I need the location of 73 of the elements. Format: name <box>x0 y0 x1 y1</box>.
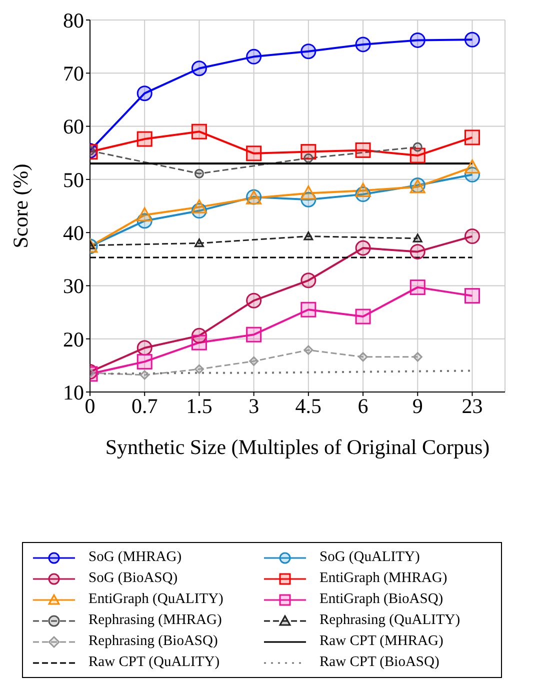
point <box>140 370 150 380</box>
point <box>300 302 316 318</box>
point <box>412 352 422 362</box>
point <box>300 185 316 200</box>
legend-label: SoG (MHRAG) <box>88 549 182 566</box>
point <box>136 354 152 370</box>
point <box>412 142 422 152</box>
point <box>194 364 204 374</box>
point <box>410 244 426 260</box>
y-tick-label: 20 <box>63 327 84 352</box>
point <box>136 86 152 102</box>
point <box>412 234 422 242</box>
y-tick-label: 10 <box>63 380 84 404</box>
legend-label: EntiGraph (BioASQ) <box>320 591 444 608</box>
point <box>246 48 262 64</box>
point <box>410 148 426 164</box>
point <box>410 280 426 296</box>
x-tick-label: 3 <box>248 394 260 418</box>
y-tick-label: 70 <box>63 62 84 86</box>
x-tick-label: 6 <box>358 394 368 418</box>
point <box>464 32 480 48</box>
point <box>464 159 480 174</box>
point <box>246 326 262 342</box>
point <box>194 168 204 178</box>
point <box>300 272 316 288</box>
point <box>249 356 259 366</box>
legend-label: EntiGraph (MHRAG) <box>320 570 448 587</box>
point <box>300 44 316 60</box>
point <box>191 60 207 76</box>
point <box>191 334 207 350</box>
point <box>358 352 368 362</box>
legend-label: EntiGraph (QuALITY) <box>88 591 224 608</box>
point <box>410 32 426 48</box>
y-tick-label: 60 <box>63 114 84 139</box>
point <box>464 228 480 244</box>
legend-label: Raw CPT (QuALITY) <box>88 654 220 671</box>
point <box>136 207 152 222</box>
legend-label: Raw CPT (MHRAG) <box>320 633 444 650</box>
x-tick-label: 1.5 <box>186 394 212 418</box>
point <box>246 146 262 162</box>
y-tick-label: 40 <box>63 221 84 246</box>
y-tick-label: 50 <box>63 168 84 192</box>
point <box>194 238 204 248</box>
y-tick-label: 80 <box>63 8 84 32</box>
point <box>304 232 314 240</box>
point <box>355 142 371 158</box>
point <box>191 124 207 140</box>
legend-label: SoG (BioASQ) <box>88 570 178 587</box>
x-tick-label: 9 <box>412 394 423 418</box>
point <box>464 288 480 304</box>
legend-label: Rephrasing (MHRAG) <box>88 612 222 629</box>
legend-label: Rephrasing (BioASQ) <box>88 633 218 650</box>
x-tick-label: 0 <box>84 394 96 418</box>
point <box>355 182 371 197</box>
point <box>355 36 371 52</box>
point <box>464 130 480 146</box>
legend-label: SoG (QuALITY) <box>320 549 420 566</box>
y-axis-title: Score (%) <box>8 164 32 248</box>
point <box>191 199 207 214</box>
legend-label: Rephrasing (QuALITY) <box>320 612 460 629</box>
point <box>136 131 152 147</box>
point <box>304 153 314 163</box>
point <box>136 340 152 356</box>
point <box>246 292 262 308</box>
point <box>355 308 371 324</box>
x-tick-label: 23 <box>462 394 483 418</box>
point <box>355 240 371 256</box>
x-tick-label: 0.7 <box>131 394 158 418</box>
y-tick-label: 30 <box>63 274 84 298</box>
x-tick-label: 4.5 <box>295 394 322 418</box>
x-axis-title: Synthetic Size (Multiples of Original Corpus) <box>105 435 490 459</box>
point <box>304 345 314 355</box>
legend-label: Raw CPT (BioASQ) <box>320 654 440 671</box>
